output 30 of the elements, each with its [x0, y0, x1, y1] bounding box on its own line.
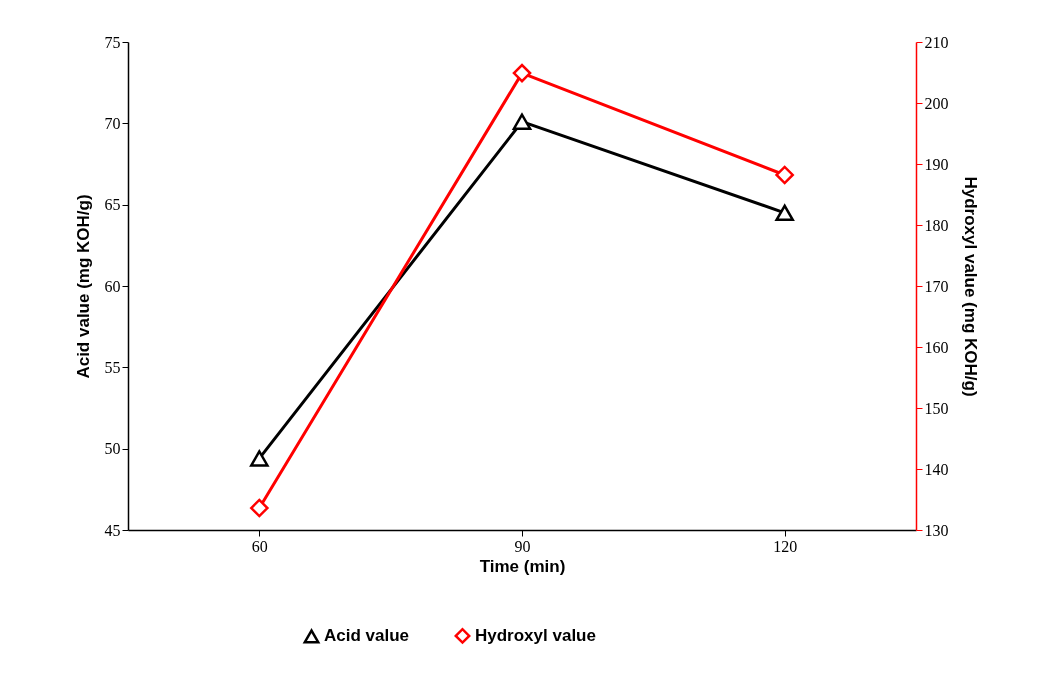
y2-tick-label: 190 — [924, 155, 949, 173]
y2-tick-label: 160 — [924, 338, 949, 356]
y-axis-title: Acid value (mg KOH/g) — [73, 194, 93, 379]
y2-tick-label: 180 — [924, 216, 949, 234]
y-tick-label: 75 — [104, 33, 121, 51]
point — [250, 450, 269, 467]
point — [775, 204, 794, 222]
y-tick-label: 65 — [104, 196, 121, 214]
y-tick-label: 50 — [104, 440, 121, 458]
y2-tick-label: 210 — [924, 33, 949, 51]
legend-label: Hydroxyl value — [475, 625, 596, 645]
y-tick-label: 45 — [104, 521, 121, 539]
y2-tick-label: 150 — [924, 399, 949, 417]
x-tick-label: 120 — [773, 537, 798, 555]
y-tick-label: 70 — [104, 114, 121, 132]
y2-axis-title: Hydroxyl value (mg KOH/g) — [960, 176, 980, 397]
point — [250, 498, 269, 518]
y2-tick-label: 140 — [924, 460, 949, 478]
point — [512, 63, 532, 83]
x-tick-label: 90 — [514, 537, 531, 555]
point — [512, 113, 532, 130]
x-axis-title: Time (min) — [479, 556, 566, 576]
legend-label: Acid value — [324, 626, 410, 646]
y-tick-label: 55 — [104, 358, 121, 376]
y2-tick-label: 200 — [924, 94, 949, 112]
y2-tick-label: 130 — [924, 521, 949, 539]
point — [775, 165, 794, 185]
y-tick-label: 60 — [104, 277, 121, 295]
y2-tick-label: 170 — [924, 277, 949, 295]
x-tick-label: 60 — [251, 537, 268, 555]
